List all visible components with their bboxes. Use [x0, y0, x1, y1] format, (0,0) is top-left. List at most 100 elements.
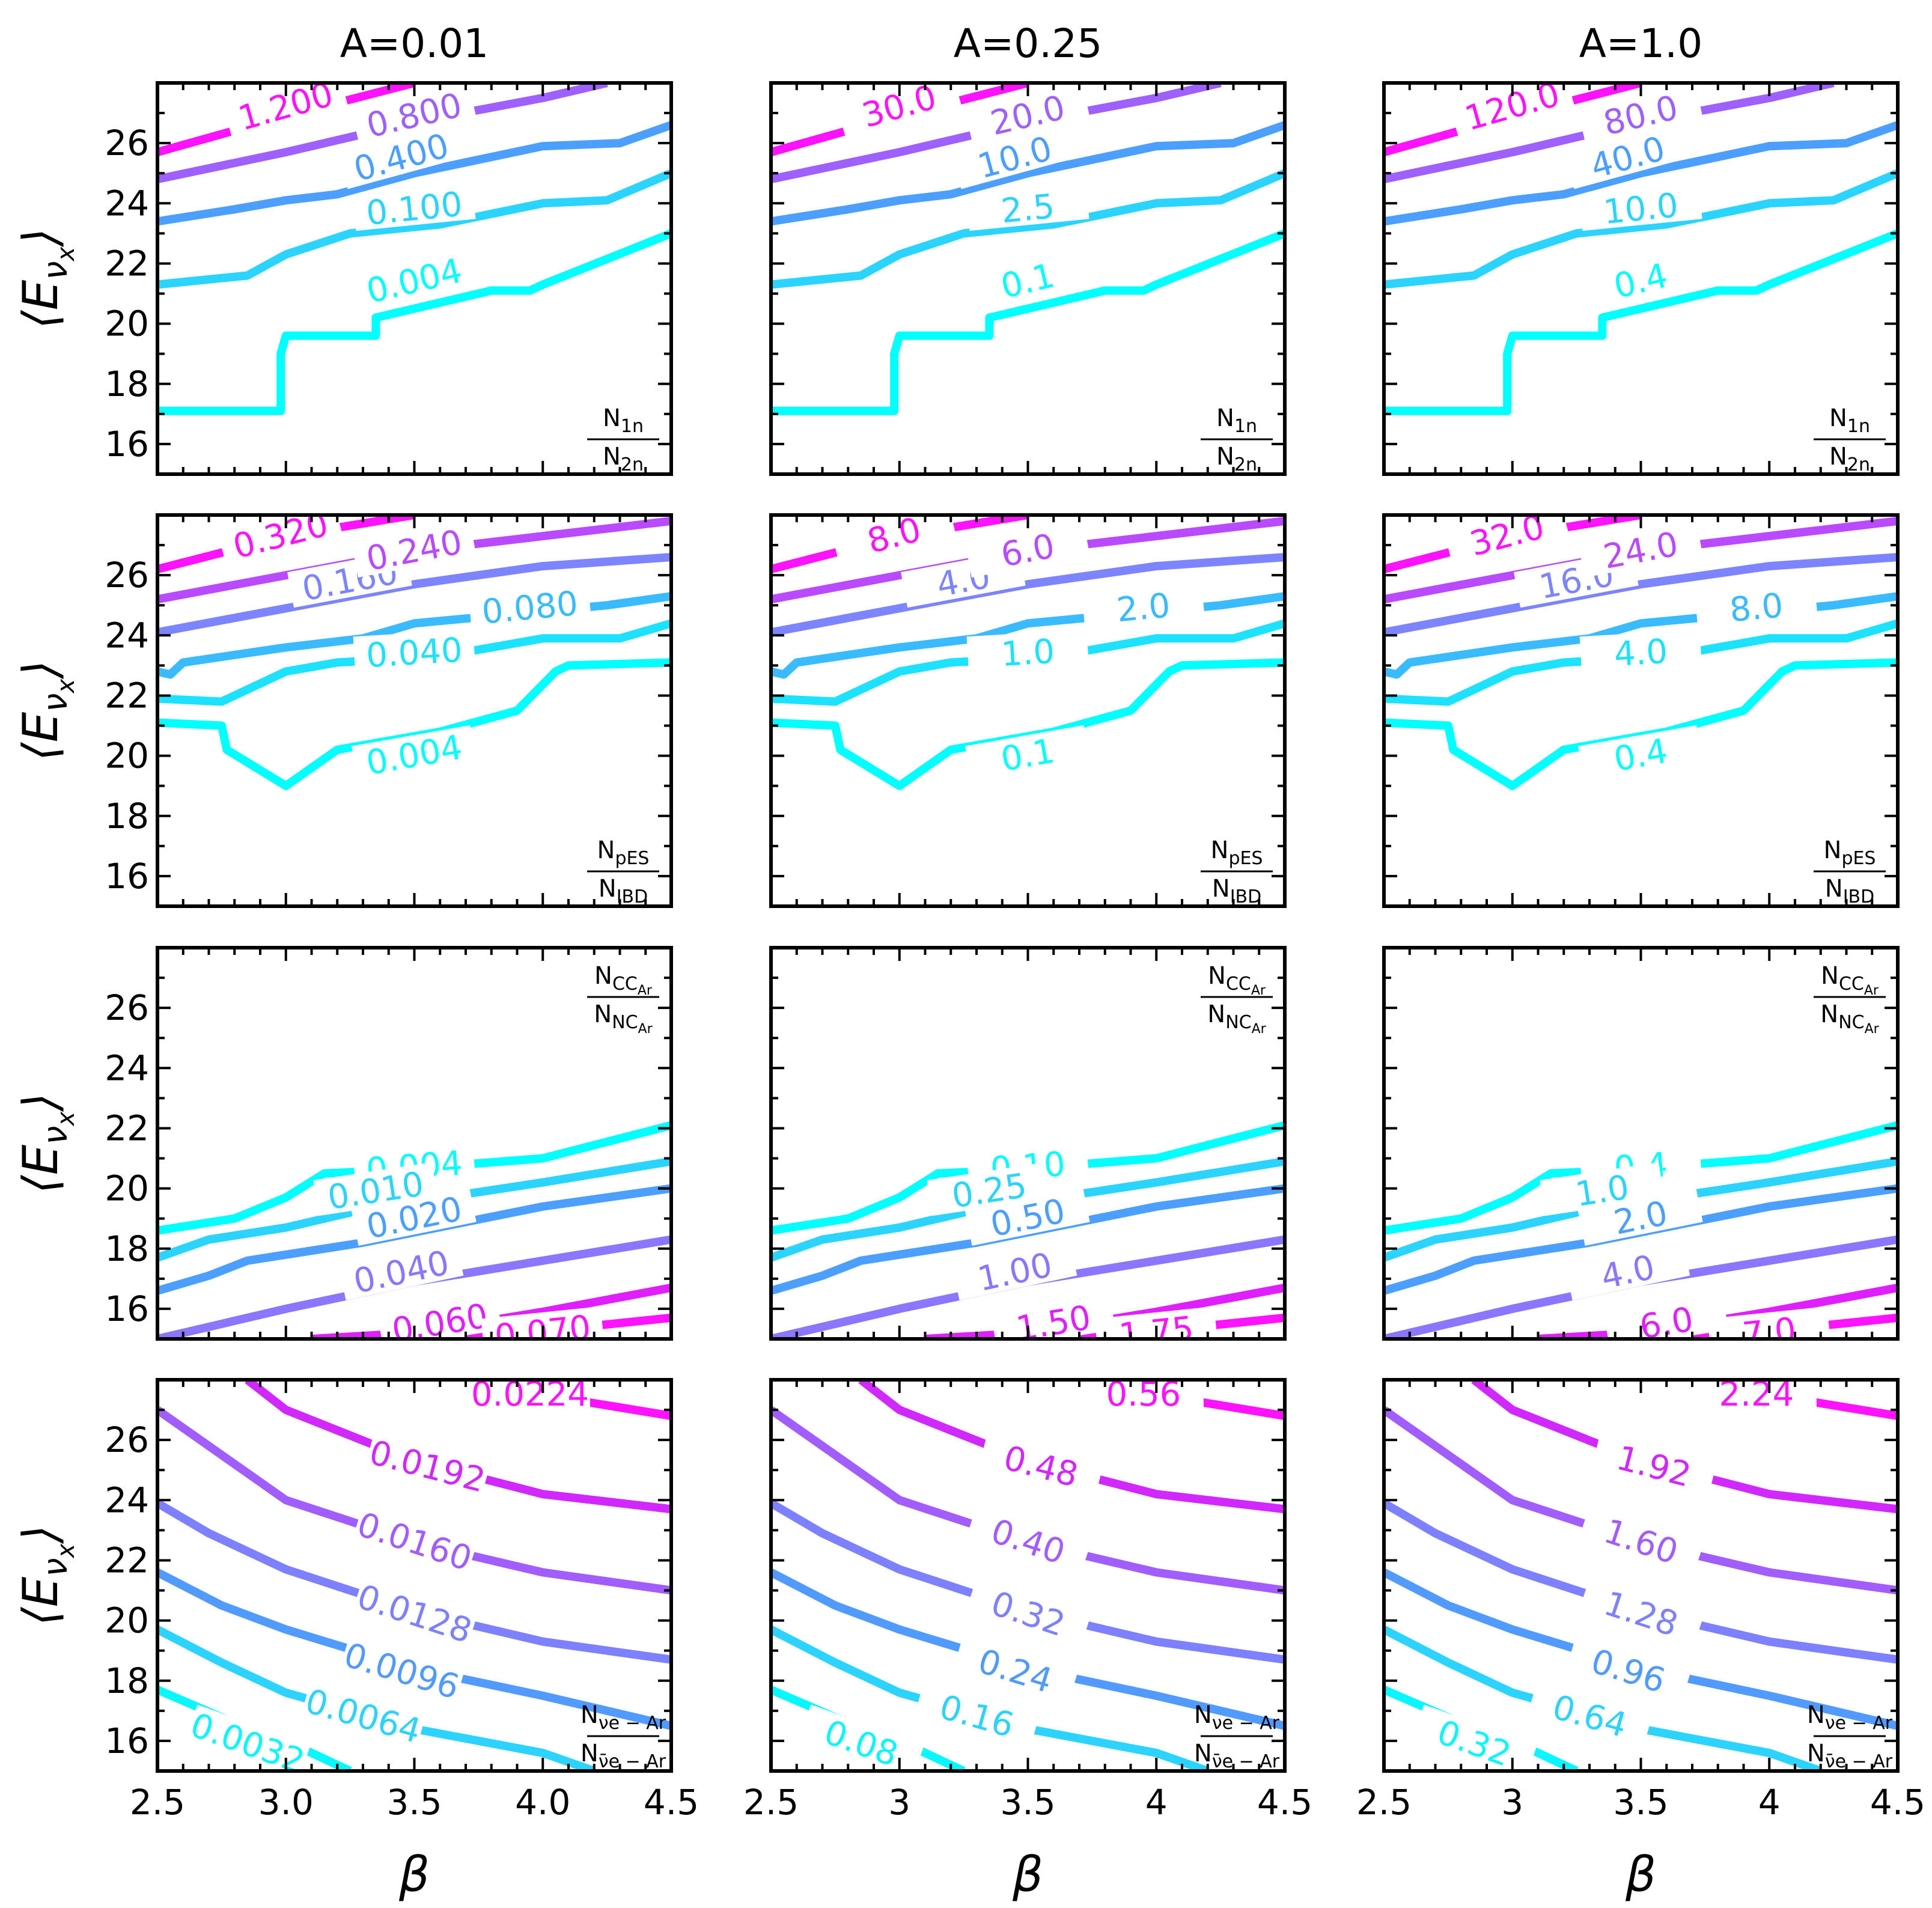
contour-line [771, 1499, 1285, 1664]
x-tick-label: 4 [1145, 1782, 1168, 1823]
ratio-denominator: N2n [1216, 443, 1257, 475]
contour-label: 2.0 [1115, 586, 1172, 630]
contour-label: 0.64 [1548, 1687, 1631, 1745]
y-tick-label: 22 [105, 1108, 149, 1148]
contour-label: 0.24 [974, 1642, 1056, 1701]
contour-label: 6.0 [998, 526, 1058, 575]
contour-label: 0.1 [998, 256, 1059, 306]
ratio-numerator: N1n [603, 404, 644, 437]
x-tick-label: 2.5 [130, 1782, 185, 1823]
contour-label: 1.28 [1599, 1584, 1683, 1645]
contour-line [1384, 1184, 1898, 1295]
contour-label: 1.0 [1000, 632, 1056, 674]
contour-label: 0.0160 [352, 1505, 476, 1579]
contour-line [157, 1121, 671, 1235]
x-tick-label: 4 [1758, 1782, 1781, 1823]
contour-label: 1.92 [1613, 1439, 1695, 1495]
y-tick-label: 22 [105, 1540, 149, 1580]
ratio-numerator: NpES [597, 837, 650, 869]
x-tick-label: 4.5 [644, 1782, 699, 1823]
contour-label-group: 0.240 [351, 520, 477, 579]
axis-frame [1382, 513, 1900, 908]
contour-label: 1.00 [974, 1246, 1055, 1299]
contour-label: 0.0192 [365, 1433, 489, 1501]
contour-label-group: 1.92 [1591, 1432, 1717, 1498]
contour-label-group: 0.32 [966, 1576, 1092, 1648]
y-tick-label: 26 [105, 1419, 149, 1460]
contour-label: 4.0 [1598, 1248, 1659, 1297]
ratio-annotation: NpES NIBD [1814, 837, 1886, 907]
ratio-annotation: NpES NIBD [587, 837, 659, 907]
column-title: A=0.01 [340, 20, 489, 67]
contour-label-group: 0.320 [217, 515, 343, 567]
contour-label: 0.08 [819, 1713, 903, 1775]
ratio-denominator: N2n [603, 443, 644, 475]
ratio-denominator: Nν̄e − Ar [1194, 1740, 1280, 1772]
contour-label-group: 0.48 [978, 1432, 1105, 1498]
contour-label-group: 32.0 [1443, 515, 1570, 567]
contour-panel: 0.00320.00640.00960.01280.01600.01920.02… [105, 1378, 699, 1903]
ratio-numerator: N1n [1829, 404, 1870, 437]
y-tick-label: 16 [105, 856, 149, 897]
contour-label: 24.0 [1600, 525, 1681, 577]
contour-label-group: 0.0192 [365, 1432, 491, 1501]
ratio-denominator: NNCAr [1207, 1001, 1266, 1037]
y-tick-label: 22 [105, 675, 149, 716]
ratio-annotation: Nνe − Ar Nν̄e − Ar [1807, 1701, 1893, 1772]
contour-line [771, 1121, 1285, 1235]
x-tick-label: 3.5 [1613, 1782, 1668, 1823]
y-tick-label: 20 [105, 1168, 149, 1209]
x-tick-label: 3.5 [386, 1782, 442, 1823]
x-axis-label: β [1625, 1847, 1656, 1903]
contour-lines: 0.100.250.501.001.501.75 [771, 1121, 1285, 1339]
x-tick-label: 3.5 [1000, 1782, 1055, 1823]
contour-label-group: 4.0 [1579, 629, 1702, 674]
x-tick-label: 3 [888, 1782, 910, 1823]
contour-lines: 0.41.02.04.06.07.0 [1384, 1121, 1898, 1339]
y-tick-label: 24 [105, 183, 149, 224]
contour-lines: 0.08 0.160.240.32 0.40 0.48 0.56 [771, 1375, 1285, 1775]
ratio-denominator: Nν̄e − Ar [1807, 1740, 1893, 1772]
contour-label: 0.080 [480, 584, 580, 632]
y-axis-label: ⟨Eνx⟩ [13, 1093, 80, 1194]
contour-label: 0.40 [986, 1512, 1070, 1573]
contour-label-group: 0.100 [352, 183, 476, 233]
contour-label-group: 0.40 [966, 1504, 1092, 1576]
y-tick-label: 18 [105, 1660, 149, 1701]
x-tick-label: 3.0 [258, 1782, 314, 1823]
contour-label: 0.48 [1000, 1439, 1082, 1495]
contour-label: 0.004 [364, 728, 465, 783]
column-title: A=1.0 [1579, 20, 1702, 67]
ratio-annotation: Nνe − Ar Nν̄e − Ar [581, 1701, 666, 1772]
contour-line [771, 121, 1285, 226]
contour-line [1384, 169, 1898, 289]
contour-label-group: 8.0 [1695, 582, 1818, 630]
contour-line [1384, 553, 1898, 637]
ratio-numerator: NCCAr [594, 962, 653, 998]
ratio-numerator: NCCAr [1821, 962, 1879, 998]
contour-label: 0.32 [986, 1584, 1070, 1645]
y-tick-label: 18 [105, 796, 149, 837]
ratio-denominator: Nν̄e − Ar [581, 1740, 666, 1772]
contour-label: 10.0 [1601, 186, 1680, 232]
contour-line [1384, 229, 1898, 415]
contour-line [157, 1157, 671, 1262]
contour-label: 0.56 [1106, 1375, 1181, 1414]
y-tick-label: 20 [105, 1600, 149, 1641]
x-tick-label: 2.5 [1356, 1782, 1412, 1823]
contour-label: 2.5 [999, 187, 1056, 231]
contour-label: 4.0 [1613, 632, 1669, 674]
x-tick-label: 2.5 [743, 1782, 799, 1823]
ratio-denominator: NIBD [1212, 875, 1261, 907]
contour-line [157, 1406, 671, 1595]
contour-label-group: 1.00 [952, 1240, 1077, 1300]
ratio-annotation: Nνe − Ar Nν̄e − Ar [1194, 1701, 1280, 1772]
